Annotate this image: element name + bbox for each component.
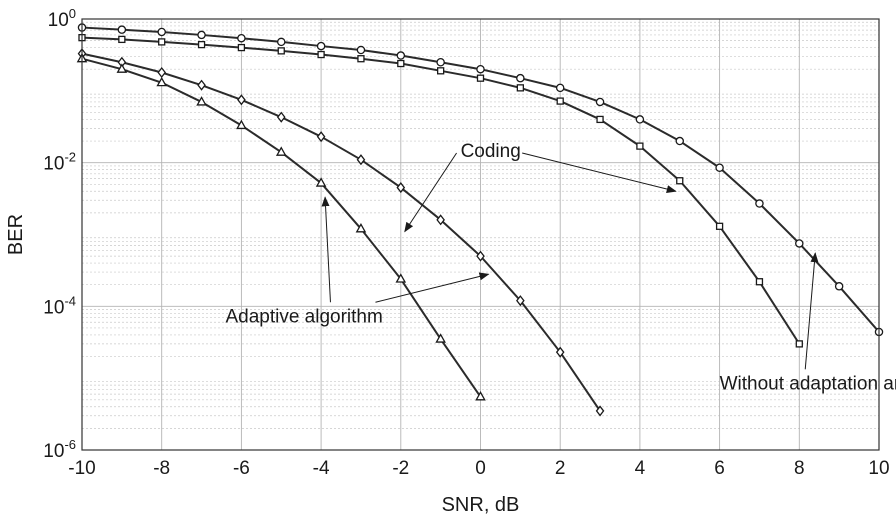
x-tick-labels: -10 -8 -6 -4 -2 0 2 4 6 8 10: [68, 458, 889, 479]
data-point: [158, 38, 166, 46]
annotation-adaptive: Adaptive algorithm: [225, 196, 490, 327]
data-point: [755, 199, 764, 208]
annotation-coding: Coding: [404, 141, 677, 233]
data-point: [715, 222, 724, 230]
data-point: [197, 30, 206, 40]
x-tick-label: 8: [794, 458, 805, 479]
series-line: [81, 52, 601, 412]
data-point: [556, 97, 564, 105]
data-point: [117, 25, 127, 34]
data-point: [395, 273, 407, 283]
data-point: [636, 142, 644, 150]
annotation-text: Coding: [461, 141, 521, 162]
annotation-arrow: [804, 252, 819, 370]
data-point: [276, 111, 286, 123]
y-tick-label: 10-2: [43, 150, 76, 175]
data-point: [116, 63, 128, 73]
data-point: [516, 84, 524, 92]
data-point: [635, 115, 645, 124]
data-point: [316, 41, 326, 51]
data-point: [436, 57, 445, 67]
data-point: [476, 250, 485, 262]
y-axis-label: BER: [5, 214, 27, 255]
annotation-arrow: [404, 152, 457, 233]
data-point: [277, 47, 285, 55]
data-point: [516, 295, 525, 307]
data-point: [675, 136, 685, 146]
data-point: [156, 76, 168, 87]
data-point: [315, 177, 327, 187]
data-point: [357, 55, 365, 63]
data-point: [555, 346, 565, 358]
data-point: [435, 333, 446, 343]
data-point: [795, 340, 803, 348]
plot-frame: [81, 18, 880, 451]
annotation-arrow: [375, 272, 490, 303]
data-point: [237, 33, 246, 43]
annotation-arrow: [321, 196, 331, 303]
data-point: [396, 182, 406, 194]
data-point: [118, 35, 126, 44]
data-point: [436, 214, 445, 226]
data-point: [475, 390, 486, 401]
data-point: [555, 83, 565, 93]
data-point: [356, 154, 366, 166]
data-point: [516, 73, 525, 83]
data-point: [676, 177, 684, 185]
x-tick-label: 2: [555, 458, 566, 479]
annotation-arrow: [522, 152, 677, 193]
annotation-without: Without adaptation and coding: [720, 252, 896, 394]
x-tick-label: 6: [714, 458, 725, 479]
x-tick-label: 10: [868, 458, 889, 479]
data-point: [196, 96, 207, 106]
data-point: [316, 131, 326, 143]
data-point: [237, 43, 246, 52]
data-point: [436, 67, 445, 75]
data-point: [715, 163, 724, 172]
annotation-text: Adaptive algorithm: [225, 306, 382, 327]
annotation-text: Without adaptation and coding: [720, 373, 896, 394]
data-point: [317, 50, 325, 59]
data-point: [237, 94, 246, 106]
data-point: [595, 97, 605, 107]
minor-grid: [82, 21, 879, 429]
y-tick-label: 100: [48, 6, 76, 31]
data-point: [755, 278, 764, 286]
data-point: [356, 45, 366, 55]
x-tick-label: -8: [153, 458, 170, 479]
data-point: [355, 222, 367, 233]
series-circle: [77, 23, 884, 337]
x-tick-label: -6: [233, 458, 250, 479]
x-tick-label: -10: [68, 458, 95, 479]
data-point: [476, 64, 485, 74]
series-triangle: [76, 52, 486, 401]
data-point: [197, 79, 206, 91]
data-point: [795, 239, 804, 248]
data-point: [595, 405, 605, 417]
annotation-layer: Coding Adaptive algorithm Without adaptati…: [225, 141, 896, 394]
x-tick-label: 4: [635, 458, 646, 479]
x-tick-label: -4: [313, 458, 330, 479]
data-point: [197, 40, 206, 49]
x-tick-label: 0: [475, 458, 486, 479]
x-tick-label: -2: [392, 458, 409, 479]
data-point: [275, 146, 287, 156]
data-point: [236, 119, 247, 130]
data-point: [157, 27, 166, 37]
x-axis-label: SNR, dB: [442, 494, 520, 516]
series-square: [78, 34, 803, 348]
y-tick-labels: 10-6 10-4 10-2 100: [43, 6, 76, 462]
data-point: [596, 115, 604, 124]
data-point: [396, 51, 406, 60]
series-layer: [76, 23, 884, 417]
data-point: [476, 74, 485, 82]
data-point: [397, 59, 405, 68]
y-tick-label: 10-6: [43, 437, 76, 462]
data-point: [834, 282, 844, 291]
data-point: [276, 37, 286, 47]
y-tick-label: 10-4: [43, 293, 76, 318]
